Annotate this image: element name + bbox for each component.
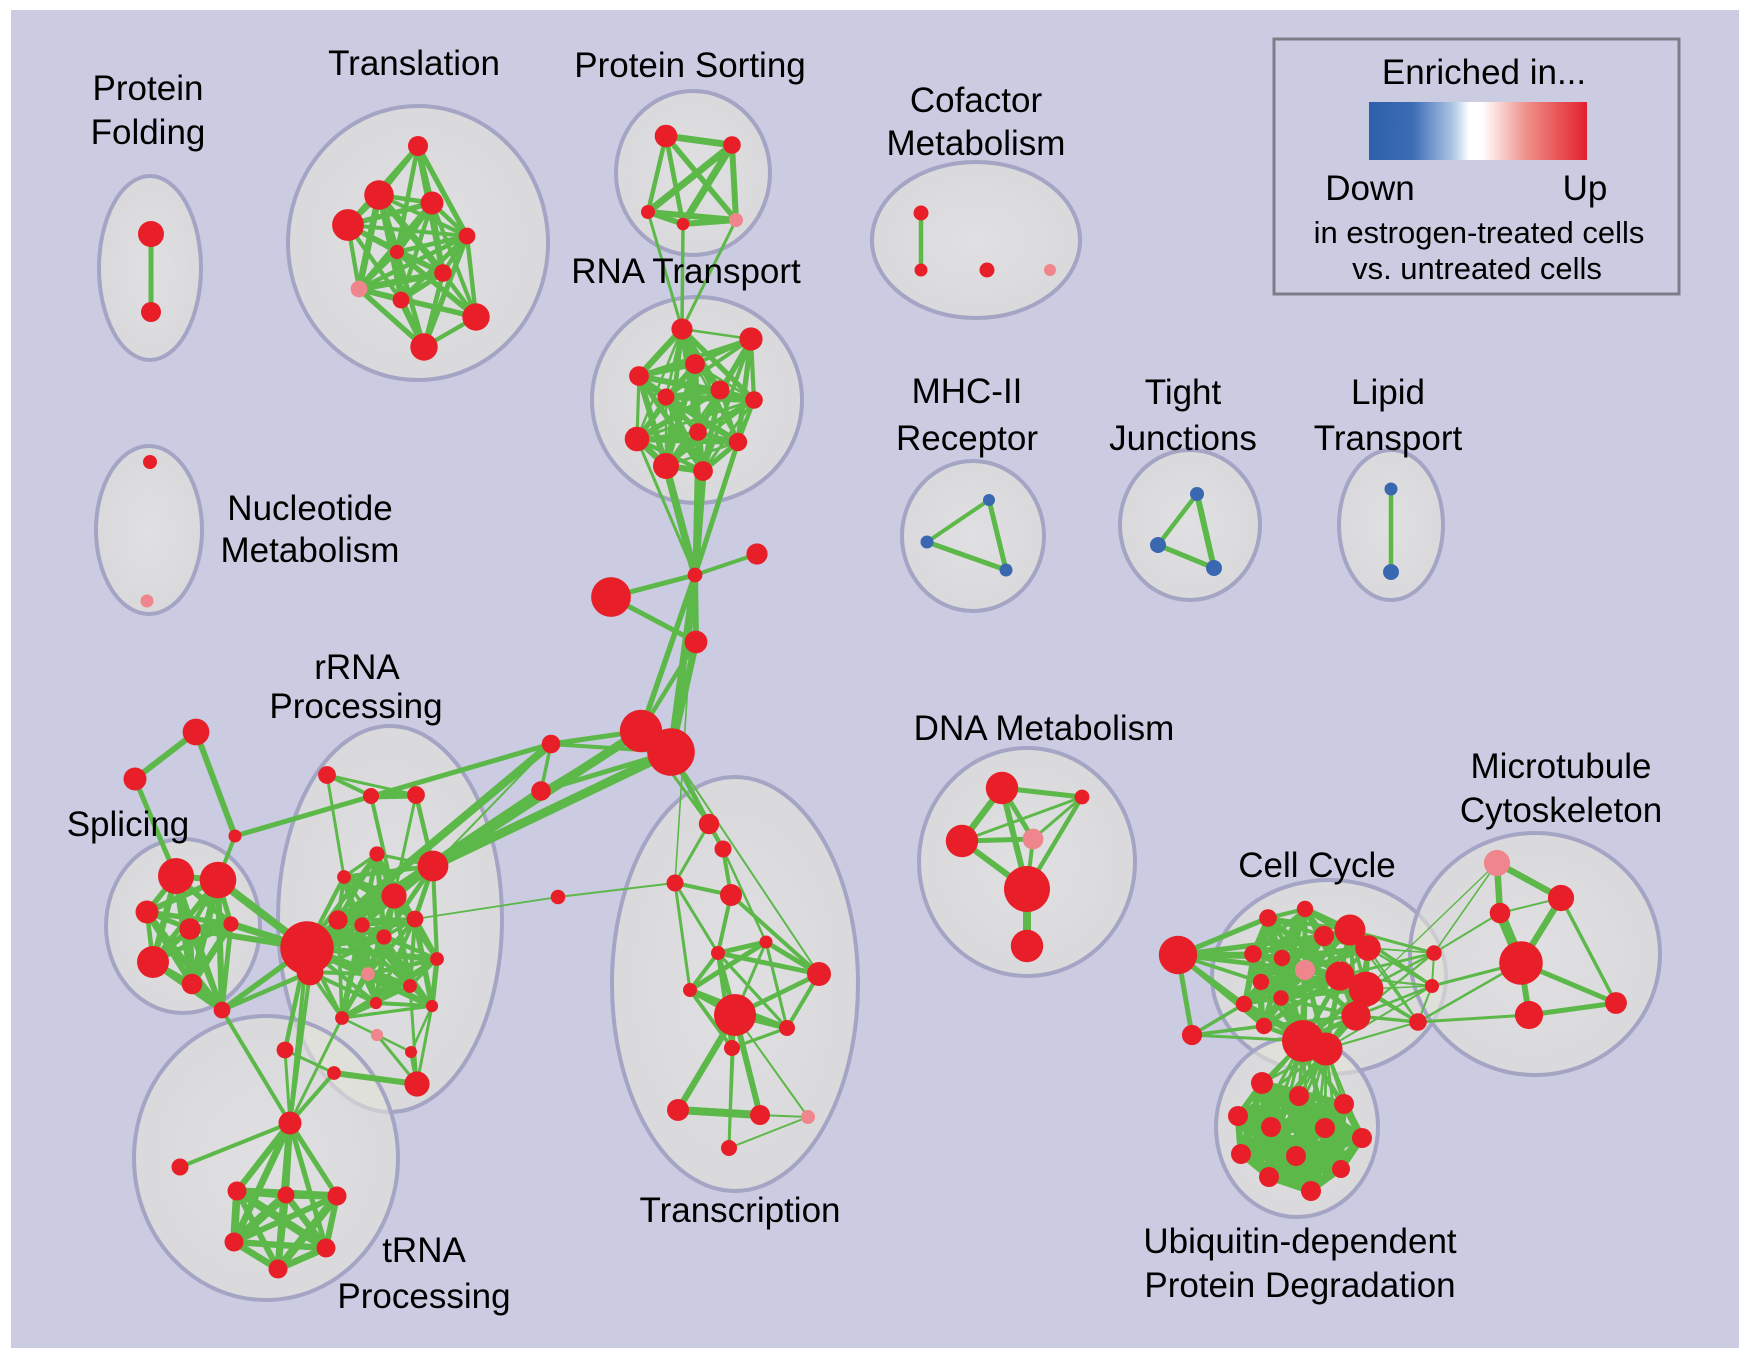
svg-text:DNA Metabolism: DNA Metabolism — [914, 709, 1175, 748]
svg-text:Metabolism: Metabolism — [221, 531, 400, 570]
svg-text:rRNA: rRNA — [314, 648, 400, 687]
svg-text:Folding: Folding — [91, 113, 206, 152]
svg-text:Lipid: Lipid — [1351, 373, 1425, 412]
svg-text:Transport: Transport — [1314, 419, 1463, 458]
svg-text:Up: Up — [1563, 169, 1608, 208]
svg-text:MHC-II: MHC-II — [912, 372, 1023, 411]
svg-text:Processing: Processing — [337, 1277, 510, 1316]
svg-text:Protein: Protein — [93, 69, 204, 108]
svg-text:Receptor: Receptor — [896, 419, 1038, 458]
svg-text:Cytoskeleton: Cytoskeleton — [1460, 791, 1662, 830]
svg-text:Processing: Processing — [269, 687, 442, 726]
svg-text:in estrogen-treated cells: in estrogen-treated cells — [1314, 215, 1645, 250]
svg-text:Protein Sorting: Protein Sorting — [574, 46, 806, 85]
svg-text:tRNA: tRNA — [382, 1231, 466, 1270]
svg-text:Down: Down — [1325, 169, 1414, 208]
svg-text:Microtubule: Microtubule — [1471, 747, 1652, 786]
svg-text:Junctions: Junctions — [1109, 419, 1257, 458]
svg-text:Ubiquitin-dependent: Ubiquitin-dependent — [1143, 1222, 1457, 1261]
svg-text:Nucleotide: Nucleotide — [227, 489, 392, 528]
svg-text:RNA Transport: RNA Transport — [571, 252, 801, 291]
svg-text:Transcription: Transcription — [640, 1191, 841, 1230]
svg-text:Splicing: Splicing — [67, 805, 190, 844]
svg-text:Enriched in...: Enriched in... — [1382, 53, 1586, 92]
svg-text:Protein Degradation: Protein Degradation — [1144, 1266, 1455, 1305]
svg-text:vs. untreated cells: vs. untreated cells — [1352, 251, 1602, 286]
svg-text:Metabolism: Metabolism — [887, 124, 1066, 163]
svg-text:Tight: Tight — [1145, 373, 1222, 412]
svg-text:Cell Cycle: Cell Cycle — [1238, 846, 1396, 885]
svg-text:Cofactor: Cofactor — [910, 81, 1043, 120]
svg-text:Translation: Translation — [328, 44, 500, 83]
